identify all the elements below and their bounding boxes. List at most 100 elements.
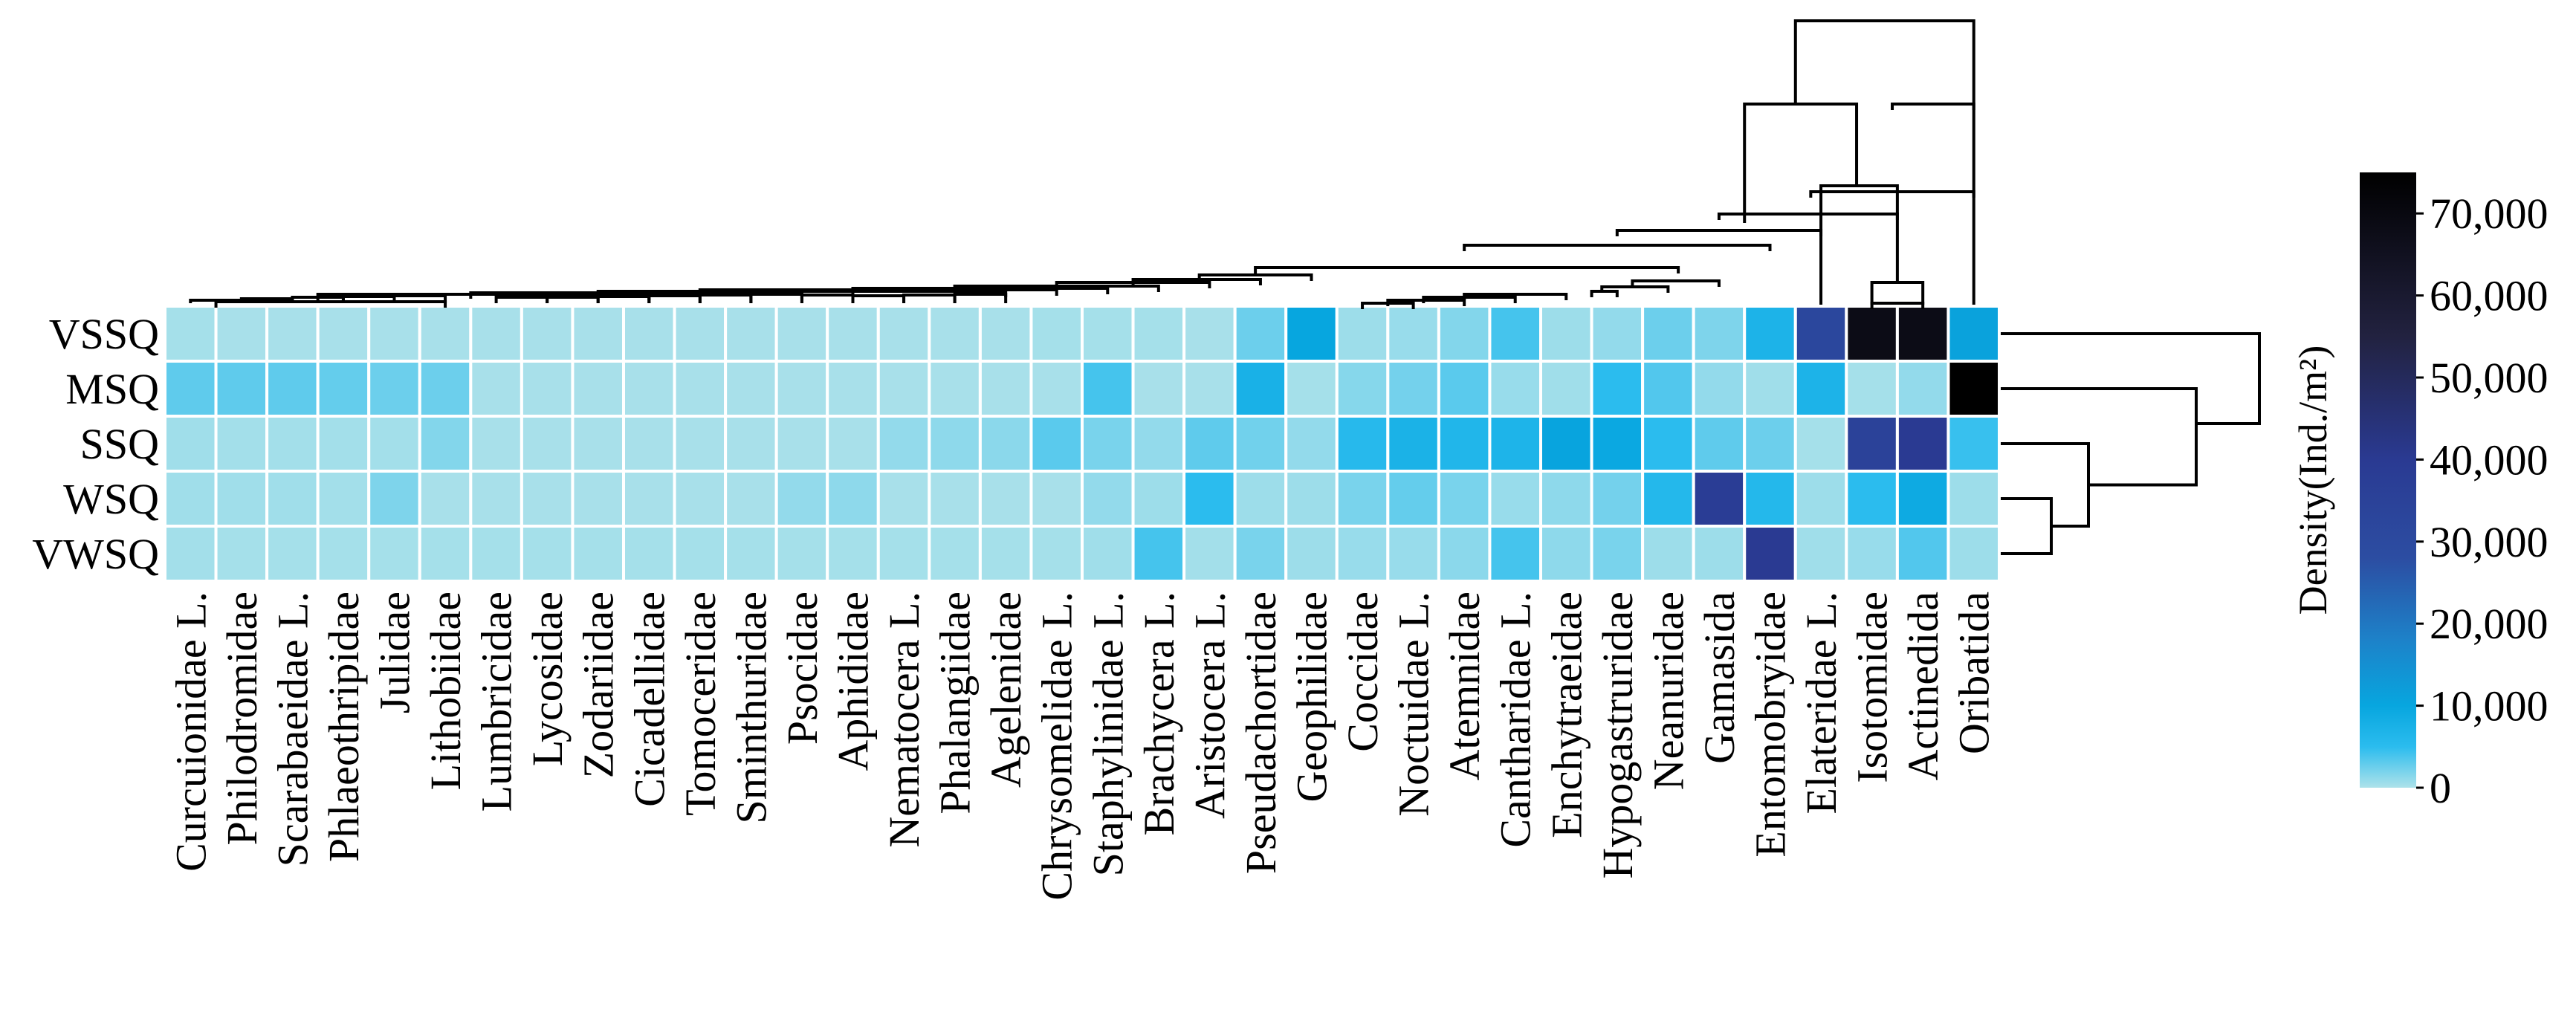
dendrogram-link bbox=[2001, 387, 2198, 487]
dendrogram-link bbox=[2001, 442, 2090, 528]
column-label: Neanuridae bbox=[1644, 592, 1692, 790]
column-label: Nematocera L. bbox=[880, 592, 928, 848]
heatmap-cell bbox=[316, 305, 371, 363]
heatmap-cell bbox=[1539, 305, 1593, 363]
column-label: Isotomidae bbox=[1848, 592, 1897, 783]
dendrogram-link bbox=[851, 294, 906, 303]
heatmap-cell bbox=[367, 415, 421, 473]
heatmap-cell bbox=[774, 470, 829, 528]
heatmap-cell bbox=[1793, 470, 1848, 528]
heatmap-cell bbox=[1335, 415, 1390, 473]
heatmap-cell bbox=[1131, 305, 1186, 363]
heatmap-cell bbox=[418, 470, 473, 528]
heatmap-cell bbox=[928, 525, 982, 583]
heatmap-cell bbox=[469, 525, 523, 583]
heatmap-cell bbox=[520, 415, 575, 473]
heatmap-cell bbox=[1743, 470, 1797, 528]
heatmap-cell bbox=[469, 305, 523, 363]
heatmap-cell bbox=[1182, 525, 1237, 583]
heatmap-cell bbox=[1284, 470, 1339, 528]
heatmap-cell bbox=[826, 415, 880, 473]
heatmap-cell bbox=[164, 470, 218, 528]
dendrogram-link bbox=[1819, 184, 1899, 305]
heatmap-cell bbox=[1743, 360, 1797, 418]
dendrogram-link bbox=[1254, 266, 1680, 273]
heatmap-cell bbox=[1692, 360, 1747, 418]
heatmap-cell bbox=[469, 415, 523, 473]
column-label: Brachycera L. bbox=[1135, 592, 1183, 835]
heatmap-cell bbox=[1081, 470, 1135, 528]
heatmap-cell bbox=[1182, 305, 1237, 363]
heatmap-cell bbox=[826, 525, 880, 583]
heatmap-cell bbox=[1335, 525, 1390, 583]
dendrogram-link bbox=[1131, 278, 1262, 285]
column-label: Lycosidae bbox=[523, 592, 572, 766]
column-label: Agelenidae bbox=[982, 592, 1030, 788]
heatmap-cell bbox=[1233, 470, 1288, 528]
heatmap-cell bbox=[164, 360, 218, 418]
dendrogram-link bbox=[749, 293, 803, 303]
heatmap-cell bbox=[1386, 525, 1440, 583]
heatmap-cell bbox=[1692, 415, 1747, 473]
heatmap-cell bbox=[928, 470, 982, 528]
heatmap-cell bbox=[1029, 470, 1084, 528]
heatmap-cell bbox=[774, 360, 829, 418]
heatmap-cell bbox=[1946, 360, 2001, 418]
heatmap-cell bbox=[418, 305, 473, 363]
heatmap-cell bbox=[265, 360, 320, 418]
heatmap-cell bbox=[978, 415, 1033, 473]
heatmap-cell bbox=[978, 470, 1033, 528]
heatmap-cell bbox=[1743, 525, 1797, 583]
row-label: MSQ bbox=[65, 365, 159, 413]
column-label: Entomobryidae bbox=[1747, 592, 1795, 858]
heatmap-cell bbox=[826, 360, 880, 418]
column-label: Sminthuridae bbox=[727, 592, 775, 824]
heatmap-cell bbox=[724, 360, 778, 418]
heatmap-cell bbox=[774, 415, 829, 473]
heatmap-cells bbox=[164, 305, 2001, 583]
heatmap-cell bbox=[469, 360, 523, 418]
heatmap-cell bbox=[1386, 305, 1440, 363]
heatmap-cell bbox=[265, 415, 320, 473]
heatmap-cell bbox=[724, 305, 778, 363]
colorbar-tick-label: 60,000 bbox=[2430, 272, 2549, 320]
heatmap-cell bbox=[1131, 415, 1186, 473]
heatmap-cell bbox=[1284, 415, 1339, 473]
column-label: Scarabaeidae L. bbox=[268, 592, 317, 866]
dendrogram-link bbox=[546, 296, 600, 303]
dendrogram-link bbox=[2001, 332, 2261, 425]
heatmap-cell bbox=[1335, 470, 1390, 528]
heatmap-cell bbox=[367, 525, 421, 583]
heatmap-cell bbox=[1488, 305, 1543, 363]
column-label: Gamasida bbox=[1695, 592, 1744, 764]
heatmap-cell bbox=[265, 305, 320, 363]
heatmap-cell bbox=[316, 360, 371, 418]
heatmap-cell bbox=[1845, 470, 1899, 528]
heatmap-cell bbox=[622, 360, 676, 418]
column-label: Cicadellidae bbox=[625, 592, 673, 807]
heatmap-cell bbox=[1793, 525, 1848, 583]
heatmap-cell bbox=[1437, 360, 1492, 418]
colorbar-tick-label: 50,000 bbox=[2430, 354, 2549, 402]
heatmap-cell bbox=[928, 305, 982, 363]
heatmap-cell bbox=[724, 525, 778, 583]
heatmap-cell bbox=[1845, 415, 1899, 473]
heatmap-cell bbox=[1641, 360, 1695, 418]
heatmap-cell bbox=[1029, 525, 1084, 583]
heatmap-cell bbox=[876, 415, 931, 473]
heatmap-cell bbox=[367, 470, 421, 528]
dendrogram-link bbox=[494, 296, 549, 303]
heatmap-cell bbox=[1284, 525, 1339, 583]
heatmap-cell bbox=[1895, 525, 1950, 583]
heatmap-cell bbox=[1946, 470, 2001, 528]
heatmap-cell bbox=[1488, 415, 1543, 473]
heatmap-cell bbox=[1029, 415, 1084, 473]
column-label: Geophilidae bbox=[1288, 592, 1336, 802]
column-label: Staphylinidae L. bbox=[1084, 592, 1132, 876]
column-label: Phlaeothripidae bbox=[320, 592, 368, 862]
heatmap-cell bbox=[1488, 525, 1543, 583]
heatmap-cell bbox=[1386, 470, 1440, 528]
heatmap-cell bbox=[1641, 525, 1695, 583]
heatmap-cell bbox=[1335, 305, 1390, 363]
column-label: Coccidae bbox=[1339, 592, 1387, 752]
